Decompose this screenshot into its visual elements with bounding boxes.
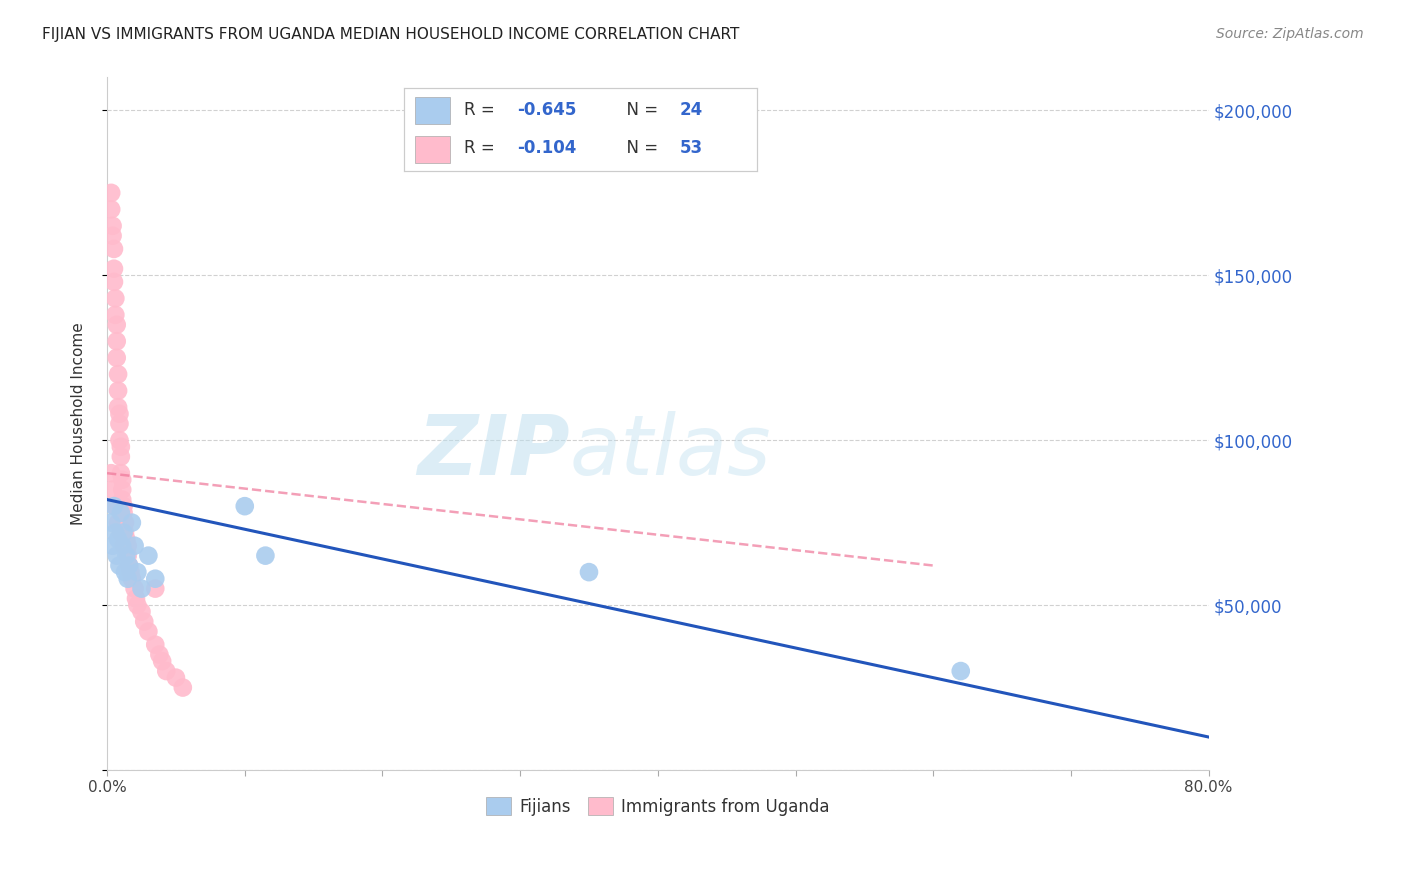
Point (110, 440, 132, 454)
Point (124, 582, 146, 596)
Point (111, 492, 134, 507)
Point (949, 664, 972, 678)
Point (114, 565, 136, 579)
Point (107, 368, 129, 382)
Point (101, 483, 124, 497)
Point (115, 549, 138, 563)
Point (112, 525, 135, 540)
Point (143, 638, 166, 652)
Point (114, 516, 136, 530)
Point (104, 499, 127, 513)
Point (112, 539, 135, 553)
Point (104, 292, 127, 306)
Text: FIJIAN VS IMMIGRANTS FROM UGANDA MEDIAN HOUSEHOLD INCOME CORRELATION CHART: FIJIAN VS IMMIGRANTS FROM UGANDA MEDIAN … (42, 27, 740, 42)
Text: atlas: atlas (569, 411, 772, 491)
Point (103, 499, 125, 513)
Point (131, 582, 153, 596)
Point (138, 624, 160, 639)
Point (117, 539, 139, 553)
Point (108, 558, 131, 573)
Point (124, 539, 146, 553)
Point (233, 499, 256, 513)
Point (107, 532, 129, 546)
Point (100, 466, 122, 480)
Point (148, 648, 170, 662)
Point (121, 572, 143, 586)
Point (143, 582, 166, 596)
Text: ZIP: ZIP (418, 411, 569, 491)
Point (165, 671, 187, 685)
Point (117, 572, 139, 586)
Point (107, 516, 129, 530)
Point (138, 549, 160, 563)
Point (101, 539, 124, 553)
Point (112, 499, 135, 513)
Point (118, 558, 141, 573)
Point (104, 308, 127, 322)
Point (103, 275, 125, 289)
Point (121, 516, 143, 530)
Point (107, 401, 129, 415)
Point (254, 549, 277, 563)
Point (117, 549, 139, 563)
Point (100, 202, 122, 217)
Point (111, 473, 134, 487)
Point (101, 219, 124, 233)
Point (143, 572, 166, 586)
Point (112, 506, 135, 520)
Point (105, 351, 128, 365)
Point (127, 598, 149, 612)
Point (134, 615, 156, 629)
Point (103, 242, 125, 256)
Point (101, 228, 124, 243)
Point (110, 450, 132, 464)
Point (110, 506, 132, 520)
Legend: Fijians, Immigrants from Uganda: Fijians, Immigrants from Uganda (478, 789, 838, 824)
Point (105, 334, 128, 349)
Point (104, 525, 127, 540)
Point (100, 186, 122, 200)
Point (155, 664, 177, 678)
Point (108, 434, 131, 448)
Point (172, 681, 194, 695)
Y-axis label: Median Household Income: Median Household Income (72, 322, 86, 525)
Point (150, 654, 173, 668)
Point (103, 261, 125, 276)
Point (127, 565, 149, 579)
Point (111, 483, 134, 497)
Point (120, 565, 142, 579)
Point (107, 384, 129, 398)
Point (110, 466, 132, 480)
Point (111, 539, 134, 553)
Point (118, 558, 141, 573)
Point (100, 516, 122, 530)
Text: Source: ZipAtlas.com: Source: ZipAtlas.com (1216, 27, 1364, 41)
Point (578, 565, 600, 579)
Point (108, 417, 131, 431)
Point (114, 525, 136, 540)
Point (131, 605, 153, 619)
Point (105, 549, 128, 563)
Point (115, 532, 138, 546)
Point (110, 525, 132, 540)
Point (108, 407, 131, 421)
Point (125, 591, 148, 606)
Point (105, 318, 128, 332)
